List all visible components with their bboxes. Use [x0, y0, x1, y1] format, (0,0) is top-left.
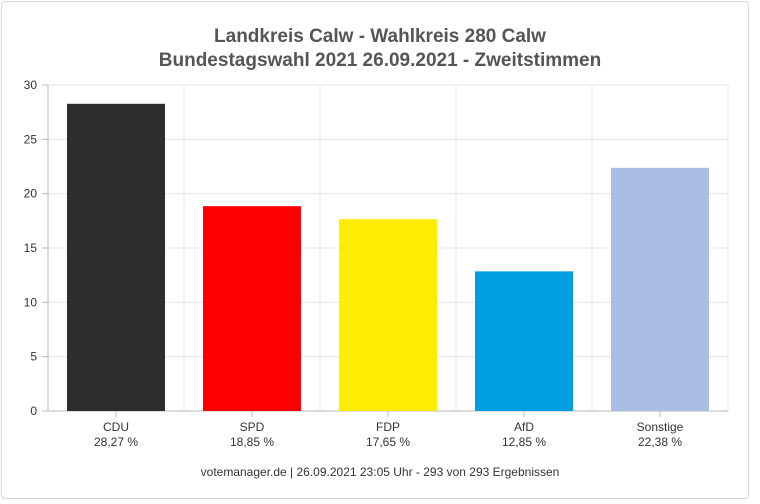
x-value-label: 12,85 % [502, 435, 546, 449]
y-tick-label: 20 [24, 187, 38, 201]
x-tick-label: CDU [103, 420, 129, 434]
x-tick-label: FDP [376, 420, 400, 434]
bar-fdp [339, 219, 437, 411]
x-tick-label: SPD [240, 420, 265, 434]
x-value-label: 22,38 % [638, 435, 682, 449]
chart-title-line2: Bundestagswahl 2021 26.09.2021 - Zweitst… [158, 50, 602, 71]
y-tick-label: 15 [24, 241, 38, 255]
bar-spd [203, 206, 301, 411]
y-tick-label: 0 [30, 404, 37, 418]
bar-sonstige [611, 167, 709, 411]
x-tick-label: Sonstige [637, 420, 684, 434]
chart-title-line1: Landkreis Calw - Wahlkreis 280 Calw [214, 26, 546, 47]
bar-afd [475, 271, 573, 411]
y-tick-label: 5 [30, 350, 37, 364]
x-value-label: 18,85 % [230, 435, 274, 449]
x-tick-label: AfD [514, 420, 534, 434]
x-value-label: 17,65 % [366, 435, 410, 449]
y-tick-label: 25 [24, 132, 38, 146]
y-tick-label: 30 [24, 78, 38, 92]
y-tick-label: 10 [24, 295, 38, 309]
bar-cdu [67, 103, 165, 412]
x-value-label: 28,27 % [94, 435, 138, 449]
chart-footer: votemanager.de | 26.09.2021 23:05 Uhr - … [200, 465, 560, 479]
